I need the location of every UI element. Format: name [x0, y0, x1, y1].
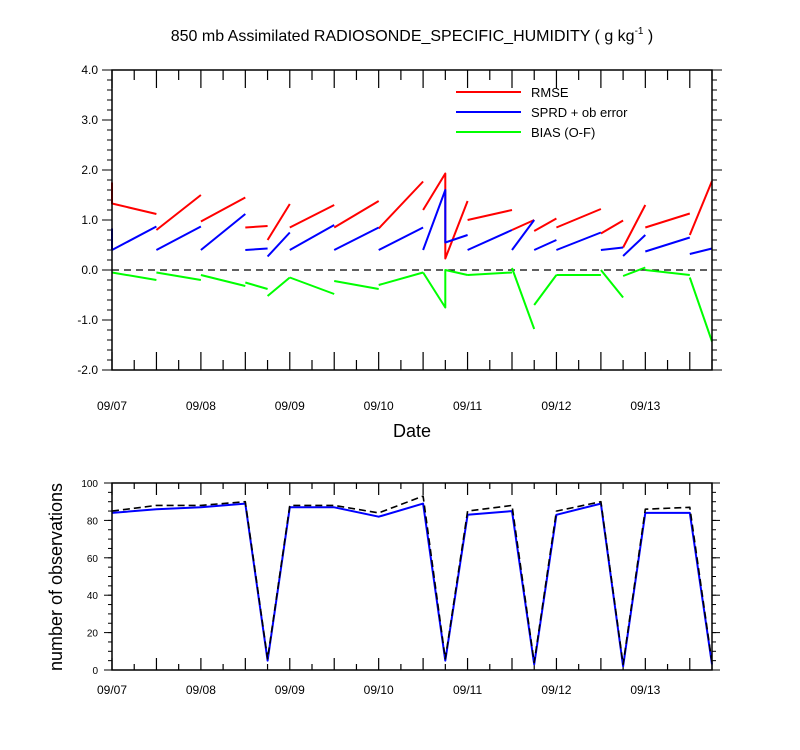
top-xtick-label: 09/13	[630, 399, 660, 413]
bias-o-f-line-segment	[467, 271, 513, 276]
sprd-ob-error-line-segment	[622, 234, 646, 257]
top-series-group	[111, 172, 713, 342]
bottom-xtick-label: 09/10	[364, 683, 394, 697]
chart-title-main: 850 mb Assimilated RADIOSONDE_SPECIFIC_H…	[171, 28, 635, 45]
top-ytick-label: -1.0	[77, 313, 98, 327]
top-plot-frame	[111, 69, 713, 371]
sprd-ob-error-line-segment	[200, 213, 246, 251]
legend-label-rmse: RMSE	[531, 85, 569, 100]
bottom-ytick-label: 40	[87, 591, 99, 602]
bottom-xtick-label: 09/07	[97, 683, 127, 697]
bottom-ytick-label: 20	[87, 629, 99, 640]
rmse-line-segment	[155, 194, 202, 231]
bottom-series-group	[111, 495, 713, 668]
bias-o-f-line-segment	[600, 269, 624, 299]
bottom-xtick-label: 09/11	[453, 683, 482, 697]
bottom-ytick-label: 0	[92, 666, 98, 677]
sprd-ob-error-line-segment	[422, 189, 468, 251]
top-ytick-label: 2.0	[81, 163, 98, 177]
bias-o-f-line-segment	[111, 271, 157, 281]
bias-o-f-line-segment	[378, 271, 424, 286]
bottom-ytick-label: 100	[81, 479, 98, 490]
top-ytick-label: 0.0	[81, 263, 98, 277]
chart-title-end: )	[643, 28, 653, 45]
sprd-ob-error-line-segment	[155, 225, 202, 251]
y-axis-title-observations: number of observations	[46, 483, 66, 671]
bottom-xtick-label: 09/08	[186, 683, 216, 697]
top-ytick-label: 1.0	[81, 213, 98, 227]
bias-o-f-line-segment	[156, 271, 202, 281]
bias-o-f-line-segment	[334, 280, 379, 290]
sprd-ob-error-line-segment	[289, 224, 335, 251]
top-xtick-label: 09/08	[186, 399, 216, 413]
bottom-ytick-label: 80	[87, 516, 99, 527]
top-ytick-label: 4.0	[81, 63, 98, 77]
top-ytick-label: -2.0	[77, 363, 98, 377]
sprd-ob-error-line-segment	[600, 246, 624, 251]
rmse-line-segment	[622, 204, 647, 248]
rmse-line-segment	[111, 182, 157, 215]
x-axis-title: Date	[393, 421, 431, 441]
rmse-line-segment	[688, 180, 713, 236]
rmse-line-segment	[333, 200, 380, 229]
sprd-ob-error-line-segment	[689, 247, 713, 255]
observations-chart: 0 20 40 60 80 100 09/07 09/08 09/09 09/10 09/11 09/…	[46, 479, 720, 697]
sprd-ob-error-line-segment	[378, 226, 424, 251]
bias-o-f-line-segment	[200, 274, 246, 287]
bias-o-f-line-segment	[422, 269, 468, 309]
legend-label-sprd-ob-error: SPRD + ob error	[531, 105, 628, 120]
top-ytick-label: 3.0	[81, 113, 98, 127]
sprd-ob-error-line-segment	[111, 225, 157, 251]
top-xtick-label: 09/10	[364, 399, 394, 413]
sprd-ob-error-line-segment	[333, 226, 380, 251]
rmse-line-segment	[289, 204, 335, 229]
sprd-ob-error-line-segment	[644, 236, 691, 253]
bias-o-f-line-segment	[289, 276, 335, 295]
top-xtick-label: 09/11	[453, 399, 482, 413]
rmse-line-segment	[467, 209, 513, 221]
rmse-line-segment	[556, 208, 602, 229]
top-xtick-label: 09/07	[97, 399, 127, 413]
observations-possible-line	[111, 495, 713, 666]
bias-o-f-line-segment	[533, 274, 558, 306]
bias-o-f-line-segment	[511, 267, 536, 330]
rmse-line-segment	[600, 219, 624, 235]
rmse-line-segment	[266, 203, 291, 241]
sprd-ob-error-line-segment	[467, 229, 513, 251]
top-xtick-label: 09/12	[541, 399, 571, 413]
rmse-line-segment	[200, 196, 246, 223]
sprd-ob-error-line-segment	[533, 239, 557, 251]
legend-label-bias-o-f: BIAS (O-F)	[531, 125, 595, 140]
legend: RMSE SPRD + ob error BIAS (O-F)	[456, 85, 628, 140]
observations-used-line	[111, 502, 713, 668]
bottom-xtick-label: 09/13	[630, 683, 660, 697]
rmse-line-segment	[245, 225, 268, 229]
bottom-plot-frame	[111, 482, 713, 671]
bias-o-f-line-segment	[645, 269, 690, 276]
rmse-line-segment	[377, 180, 424, 230]
sprd-ob-error-line-segment	[266, 231, 291, 258]
sprd-ob-error-line-segment	[511, 219, 536, 251]
chart-title: 850 mb Assimilated RADIOSONDE_SPECIFIC_H…	[171, 26, 654, 45]
bottom-xtick-label: 09/09	[275, 683, 305, 697]
rmse-line-segment	[533, 217, 557, 232]
top-xtick-label: 09/09	[275, 399, 305, 413]
bias-o-f-line-segment	[266, 276, 291, 297]
sprd-ob-error-line-segment	[245, 247, 268, 251]
rmse-line-segment	[511, 219, 535, 231]
rmse-chart: 850 mb Assimilated RADIOSONDE_SPECIFIC_H…	[77, 26, 722, 441]
chart-title-superscript: -1	[635, 26, 644, 37]
bias-o-f-line-segment	[688, 277, 713, 342]
rmse-line-segment	[644, 212, 691, 229]
sprd-ob-error-line-segment	[556, 231, 602, 251]
bottom-ytick-label: 60	[87, 554, 99, 565]
bias-o-f-line-segment	[622, 266, 646, 277]
top-axis-group: -2.0 -1.0 0.0 1.0 2.0 3.0 4.0 09/07 09/08 09/09 09…	[77, 63, 722, 413]
bottom-xtick-label: 09/12	[541, 683, 571, 697]
bias-o-f-line-segment	[245, 281, 268, 290]
